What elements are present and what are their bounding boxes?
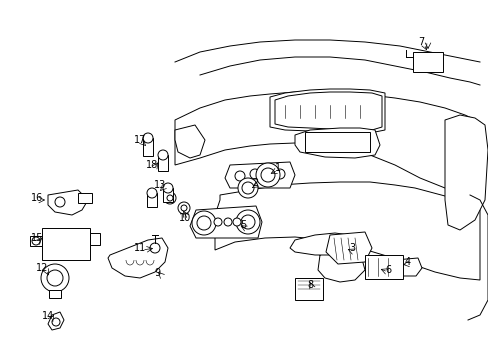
Circle shape	[236, 210, 260, 234]
Circle shape	[197, 216, 210, 230]
Bar	[142, 138, 153, 156]
Text: 14: 14	[42, 311, 54, 321]
Text: 17: 17	[134, 135, 146, 145]
Polygon shape	[294, 128, 379, 158]
Bar	[42, 228, 90, 260]
Polygon shape	[48, 312, 64, 330]
Text: 11: 11	[134, 243, 146, 253]
Bar	[364, 255, 402, 279]
Polygon shape	[108, 238, 168, 278]
Circle shape	[238, 178, 258, 198]
Text: 16: 16	[31, 193, 43, 203]
Text: 6: 6	[384, 265, 390, 275]
Text: 8: 8	[306, 280, 312, 290]
Text: 4: 4	[404, 257, 410, 267]
Polygon shape	[274, 92, 381, 130]
Text: 1: 1	[274, 163, 281, 173]
Circle shape	[274, 169, 285, 179]
Circle shape	[256, 163, 280, 187]
Circle shape	[241, 215, 254, 229]
Circle shape	[55, 197, 65, 207]
Circle shape	[232, 218, 241, 226]
Circle shape	[224, 218, 231, 226]
Polygon shape	[224, 162, 294, 188]
Circle shape	[163, 192, 176, 204]
Text: 9: 9	[154, 268, 160, 278]
Bar	[158, 155, 168, 171]
Circle shape	[235, 171, 244, 181]
Circle shape	[214, 218, 222, 226]
Circle shape	[178, 202, 190, 214]
Polygon shape	[190, 206, 262, 238]
Text: 13: 13	[154, 180, 166, 190]
Circle shape	[242, 182, 253, 194]
Circle shape	[47, 270, 63, 286]
Text: 7: 7	[417, 37, 423, 47]
Circle shape	[142, 133, 153, 143]
Bar	[90, 233, 100, 245]
Polygon shape	[175, 125, 204, 158]
Circle shape	[264, 168, 274, 178]
Circle shape	[163, 183, 173, 193]
Bar	[30, 236, 42, 246]
Circle shape	[41, 264, 69, 292]
Text: 12: 12	[36, 263, 48, 273]
Polygon shape	[269, 89, 384, 133]
Polygon shape	[215, 182, 479, 280]
Bar	[78, 193, 92, 203]
Circle shape	[52, 318, 60, 326]
Text: 5: 5	[240, 220, 245, 230]
Bar	[412, 52, 442, 72]
Text: 2: 2	[251, 178, 258, 188]
Circle shape	[261, 168, 274, 182]
Polygon shape	[325, 232, 371, 264]
Bar	[305, 132, 369, 152]
Circle shape	[167, 195, 173, 201]
Text: 15: 15	[31, 233, 43, 243]
Text: 18: 18	[145, 160, 158, 170]
Bar	[49, 290, 61, 298]
Bar	[147, 193, 157, 207]
Polygon shape	[444, 115, 487, 230]
Circle shape	[147, 188, 157, 198]
Circle shape	[249, 169, 260, 179]
Text: 10: 10	[179, 213, 191, 223]
Polygon shape	[289, 233, 354, 255]
Polygon shape	[48, 190, 88, 215]
Circle shape	[150, 243, 160, 253]
Circle shape	[192, 211, 216, 235]
Polygon shape	[391, 258, 421, 276]
Bar	[163, 188, 173, 202]
Text: 3: 3	[348, 243, 354, 253]
Circle shape	[181, 205, 186, 211]
Circle shape	[32, 237, 40, 245]
Polygon shape	[175, 92, 479, 200]
Circle shape	[158, 150, 168, 160]
Bar	[294, 278, 323, 300]
